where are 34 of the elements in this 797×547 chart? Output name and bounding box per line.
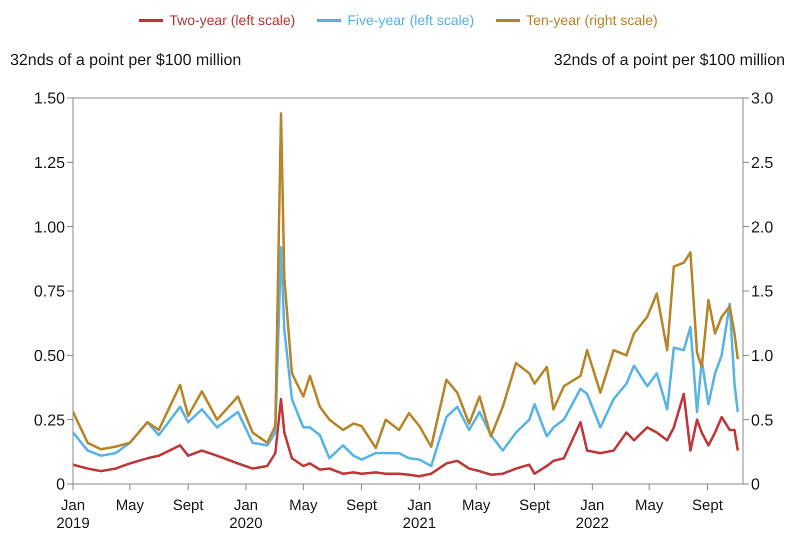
y-tick-label: 0	[56, 476, 66, 494]
x-tick-label: Sept	[519, 497, 551, 514]
y-tick-label: 1.25	[34, 155, 66, 172]
x-tick-label: May	[462, 497, 491, 514]
y-axis-title: 32nds of a point per $100 million	[10, 52, 242, 70]
y2-tick-label: 2.0	[751, 219, 774, 236]
legend-label: Ten-year (right scale)	[526, 12, 658, 28]
x-tick-label: Jan 2022	[576, 497, 610, 532]
line-series	[73, 392, 740, 478]
y-tick-label: 0.75	[34, 284, 66, 301]
y-tick-label: 0.25	[34, 412, 66, 430]
x-tick-label: Sept	[692, 497, 724, 514]
y-tick-label: 0.50	[34, 348, 66, 366]
y2-tick-label: 2.5	[751, 155, 774, 172]
line-series	[73, 246, 740, 468]
y2-tick-label: 0	[751, 476, 760, 494]
x-tick-label: Jan 2021	[402, 497, 436, 532]
y2-tick-label: 1.5	[751, 284, 774, 301]
x-tick-label: Sept	[346, 497, 378, 514]
y-tick-label: 1.00	[34, 219, 66, 236]
x-tick-label: May	[116, 497, 145, 514]
line-series	[73, 112, 740, 451]
y-tick-label: 1.50	[34, 90, 66, 108]
x-tick-label: Sept	[172, 497, 204, 514]
y2-tick-label: 0.5	[751, 412, 774, 430]
y2-axis-title: 32nds of a point per $100 million	[554, 52, 785, 70]
x-tick-label: Jan 2020	[229, 497, 263, 532]
x-tick-label: May	[635, 497, 664, 514]
legend-label: Five-year (left scale)	[347, 12, 474, 28]
legend-label: Two-year (left scale)	[169, 12, 296, 28]
x-tick-label: May	[289, 497, 318, 514]
x-tick-label: Jan 2019	[56, 497, 90, 532]
y2-tick-label: 1.0	[751, 348, 774, 366]
y2-tick-label: 3.0	[751, 90, 774, 108]
